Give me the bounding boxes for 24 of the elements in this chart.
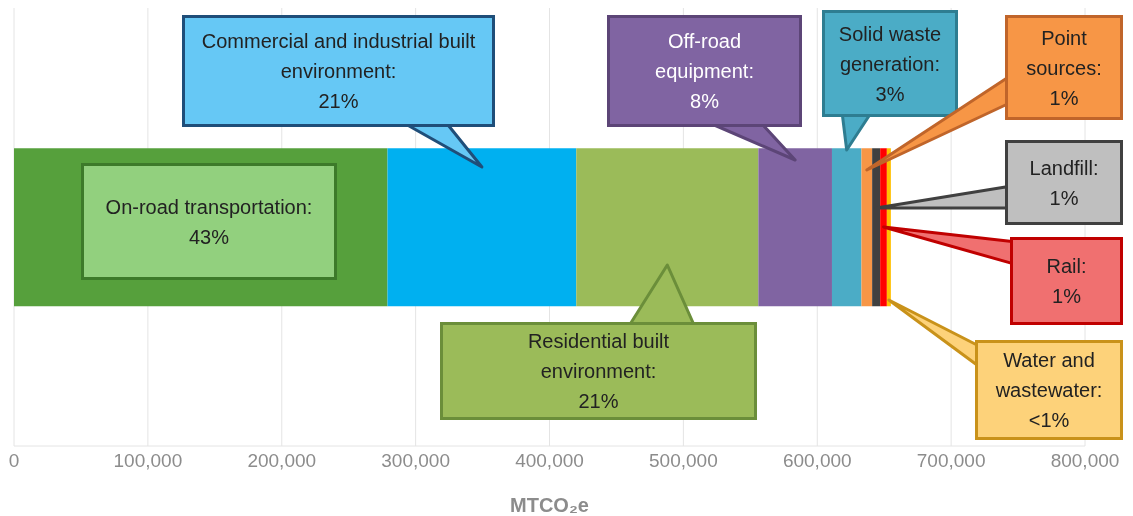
annotation: Residential built environment: 21% bbox=[526, 329, 671, 414]
x-tick-label: 300,000 bbox=[381, 450, 450, 472]
annotation: Water and wastewater: <1% bbox=[994, 348, 1104, 433]
annotation: Commercial and industrial built environment: 21% bbox=[200, 29, 477, 114]
x-axis-title: MTCO₂e bbox=[510, 494, 589, 516]
annotation: Off-road equipment: 8% bbox=[654, 29, 755, 114]
bar bbox=[387, 148, 577, 307]
bar bbox=[576, 148, 759, 307]
bar bbox=[872, 148, 881, 307]
x-tick-label: 600,000 bbox=[782, 450, 852, 472]
annotation: On-road transportation: 43% bbox=[105, 194, 313, 250]
annotation: Landfill: 1% bbox=[1029, 155, 1099, 211]
speech-bubble: On-road transportation: 43% bbox=[81, 163, 337, 280]
x-tick-label: 500,000 bbox=[649, 450, 718, 472]
annotation: Solid waste generation: 3% bbox=[837, 21, 943, 107]
annotation: Point sources: 1% bbox=[1025, 25, 1103, 111]
x-tick-label: 200,000 bbox=[247, 450, 317, 472]
speech-bubble: Landfill: 1% bbox=[874, 140, 1123, 225]
x-tick-label: 800,000 bbox=[1050, 450, 1120, 472]
x-tick-label: 700,000 bbox=[916, 450, 986, 472]
bar bbox=[880, 148, 887, 307]
x-tick-label: 100,000 bbox=[113, 450, 183, 472]
x-tick-label: 0 bbox=[8, 450, 20, 472]
x-tick-label: 400,000 bbox=[515, 450, 584, 472]
